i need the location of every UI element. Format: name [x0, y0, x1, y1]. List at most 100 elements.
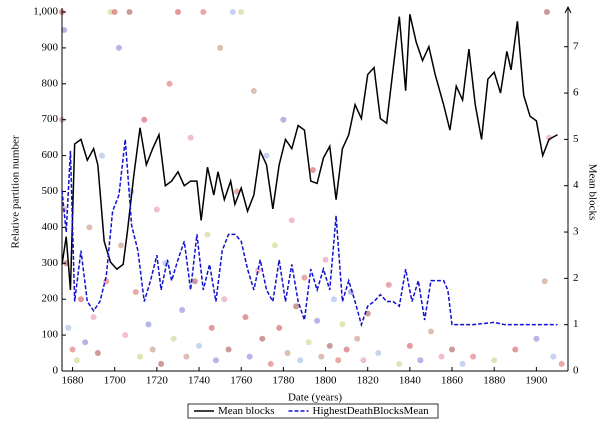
y-axis-label: Relative partition number [10, 135, 22, 248]
scatter-point [301, 274, 308, 281]
y-tick-label: 0 [53, 365, 59, 377]
scatter-point [305, 339, 312, 346]
scatter-point [354, 335, 361, 342]
x-tick-label: 1720 [146, 375, 169, 387]
scatter-point [360, 357, 367, 364]
x-axis-label: Date (years) [288, 392, 342, 404]
x-tick-label: 1680 [62, 375, 85, 387]
scatter-point [541, 278, 548, 285]
scatter-point [417, 357, 424, 364]
scatter-point [166, 80, 173, 87]
scatter-point [543, 9, 550, 15]
scatter-point [288, 217, 295, 224]
scatter-point [200, 9, 207, 15]
legend-label: Mean blocks [218, 405, 275, 417]
y-tick-label: 500 [42, 185, 59, 197]
scatter-point [225, 346, 232, 353]
scatter-point [141, 116, 148, 123]
scatter-point [259, 335, 266, 342]
y2-tick-label: 5 [573, 133, 579, 145]
legend-box [187, 403, 439, 419]
scatter-point [183, 353, 190, 360]
y2-tick-label: 4 [573, 179, 579, 191]
line-series [61, 139, 558, 328]
scatter-point [115, 44, 122, 51]
scatter-point [255, 267, 262, 274]
scatter-point [212, 357, 219, 364]
scatter-point [297, 357, 304, 364]
scatter-point [137, 353, 144, 360]
x-tick-label: 1740 [188, 375, 211, 387]
scatter-point [77, 296, 84, 303]
scatter-point [318, 353, 325, 360]
scatter-point [322, 256, 329, 263]
x-tick-label: 1780 [272, 375, 295, 387]
scatter-point [396, 360, 403, 367]
scatter-point [122, 332, 129, 339]
y2-axis-arrow [564, 5, 572, 14]
line-series [61, 14, 558, 290]
scatter-point [153, 206, 160, 213]
x-tick-label: 1700 [104, 375, 127, 387]
x-tick-label: 1880 [483, 375, 506, 387]
scatter-point [204, 231, 211, 238]
y-tick-label: 300 [42, 257, 59, 269]
scatter-point [309, 166, 316, 173]
scatter-point [558, 360, 565, 367]
scatter-point [246, 353, 253, 360]
scatter-point [491, 357, 498, 364]
scatter-point [196, 342, 203, 349]
scatter-point [86, 224, 93, 231]
scatter-point [335, 357, 342, 364]
scatter-point [406, 342, 413, 349]
scatter-point [271, 242, 278, 249]
x-tick-label: 1820 [357, 375, 380, 387]
scatter-point [533, 335, 540, 342]
y-tick-label: 700 [42, 113, 59, 125]
scatter-point [459, 360, 466, 367]
scatter-point [242, 314, 249, 321]
scatter-point [280, 116, 287, 123]
y-tick-label: 900 [42, 41, 59, 53]
legend-label: HighestDeathBlocksMean [313, 405, 430, 417]
x-tick-label: 1900 [525, 375, 548, 387]
y-tick-label: 1,000 [33, 6, 58, 18]
y2-tick-label: 3 [573, 226, 579, 238]
y2-tick-label: 1 [573, 318, 579, 330]
scatter-point [438, 353, 445, 360]
scatter-point [61, 26, 68, 33]
scatter-point [118, 242, 125, 249]
scatter-point [267, 360, 274, 367]
scatter-point [82, 339, 89, 346]
scatter-point [238, 9, 245, 15]
scatter-point [111, 9, 118, 15]
scatter-point [221, 296, 228, 303]
scatter-point [170, 335, 177, 342]
scatter-point [385, 281, 392, 288]
scatter-point [65, 324, 72, 331]
scatter-point [326, 342, 333, 349]
scatter-point [550, 353, 557, 360]
scatter-point [330, 296, 337, 303]
scatter-point [174, 9, 181, 15]
scatter-point [217, 44, 224, 51]
x-tick-label: 1800 [315, 375, 338, 387]
scatter-point [339, 321, 346, 328]
y-tick-label: 200 [42, 293, 59, 305]
x-tick-label: 1860 [441, 375, 464, 387]
y2-tick-label: 6 [573, 87, 579, 99]
scatter-point [107, 9, 114, 15]
x-tick-label: 1840 [399, 375, 422, 387]
y2-tick-label: 0 [573, 365, 579, 377]
scatter-point [132, 289, 139, 296]
scatter-point [314, 317, 321, 324]
scatter-point [250, 87, 257, 94]
scatter-point [512, 346, 519, 353]
scatter-point [187, 134, 194, 141]
y2-axis-label: Mean blocks [586, 164, 598, 221]
scatter-point [145, 321, 152, 328]
scatter-point [276, 324, 283, 331]
scatter-point [126, 9, 133, 15]
scatter-point [99, 152, 106, 159]
